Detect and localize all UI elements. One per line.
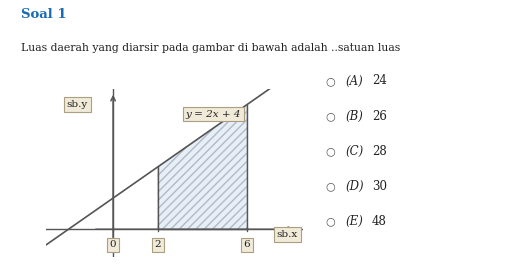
Text: ○: ○ [326,216,336,227]
Text: 6: 6 [244,240,250,249]
Text: y = 2x + 4: y = 2x + 4 [186,110,241,119]
Text: 26: 26 [372,110,387,123]
Text: 28: 28 [372,145,387,158]
Text: (A): (A) [345,75,363,87]
Text: (E): (E) [345,215,363,228]
Text: sb.y: sb.y [67,100,88,109]
Text: 2: 2 [154,240,161,249]
Text: ○: ○ [326,181,336,191]
Text: ○: ○ [326,76,336,86]
Text: 0: 0 [110,240,116,249]
Text: Soal 1: Soal 1 [21,8,66,21]
Text: Luas daerah yang diarsir pada gambar di bawah adalah ..satuan luas: Luas daerah yang diarsir pada gambar di … [21,43,400,53]
Text: sb.x: sb.x [277,230,298,239]
Text: ○: ○ [326,111,336,121]
Text: (D): (D) [345,180,364,193]
Text: 24: 24 [372,75,387,87]
Text: (B): (B) [345,110,363,123]
Text: ○: ○ [326,146,336,156]
Text: (C): (C) [345,145,364,158]
Text: 30: 30 [372,180,387,193]
Text: 48: 48 [372,215,387,228]
